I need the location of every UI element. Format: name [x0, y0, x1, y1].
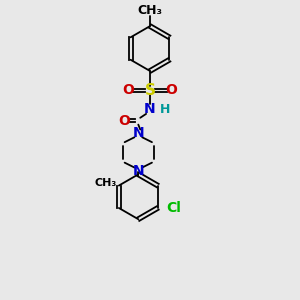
Text: N: N	[133, 164, 144, 178]
Text: H: H	[159, 103, 170, 116]
Text: O: O	[123, 83, 134, 98]
Text: O: O	[119, 114, 130, 128]
Text: O: O	[166, 83, 177, 98]
Text: N: N	[133, 126, 144, 140]
Text: Cl: Cl	[166, 201, 181, 215]
Text: S: S	[145, 83, 155, 98]
Text: N: N	[144, 102, 156, 116]
Text: CH₃: CH₃	[137, 4, 163, 17]
Text: CH₃: CH₃	[94, 178, 116, 188]
